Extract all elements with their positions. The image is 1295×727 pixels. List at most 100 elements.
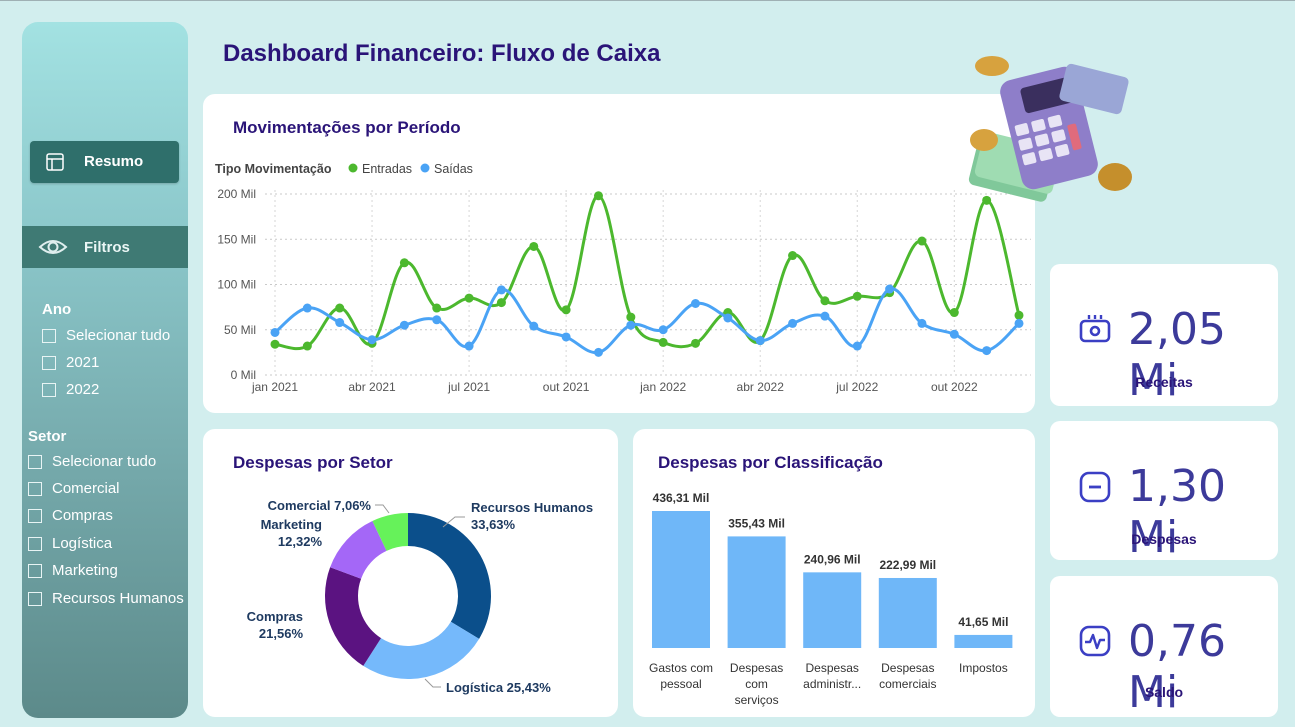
setor-option-logistica[interactable]: Logística <box>28 535 112 552</box>
data-point-entradas[interactable] <box>593 191 603 201</box>
eye-icon <box>38 240 68 254</box>
legend-saidas-marker <box>420 163 430 173</box>
filtros-button[interactable]: Filtros <box>22 226 188 268</box>
resumo-button[interactable]: Resumo <box>30 141 179 183</box>
data-point-saidas[interactable] <box>270 327 280 337</box>
data-point-entradas[interactable] <box>658 337 668 347</box>
donut-label: 12,32% <box>278 534 323 549</box>
data-point-entradas[interactable] <box>464 293 474 303</box>
series-line-entradas[interactable] <box>274 194 1021 351</box>
data-point-entradas[interactable] <box>335 303 345 313</box>
data-point-entradas[interactable] <box>626 312 636 322</box>
data-point-entradas[interactable] <box>788 251 798 261</box>
donut-chart-title: Despesas por Setor <box>233 453 393 472</box>
data-point-saidas[interactable] <box>496 285 506 295</box>
bar-category-label: Despesas <box>881 661 934 675</box>
option-label: Comercial <box>52 480 120 497</box>
bar-category-label: administr... <box>803 677 861 691</box>
data-point-saidas[interactable] <box>626 320 636 330</box>
checkbox[interactable] <box>42 328 56 343</box>
checkbox[interactable] <box>28 591 42 606</box>
checkbox[interactable] <box>28 481 42 496</box>
bar[interactable] <box>954 634 1013 648</box>
donut-label: Marketing <box>261 517 322 532</box>
data-point-entradas[interactable] <box>561 305 571 315</box>
data-point-saidas[interactable] <box>658 325 668 335</box>
y-tick-label: 200 Mil <box>217 187 256 201</box>
donut-slice[interactable] <box>372 513 408 551</box>
option-label: Selecionar tudo <box>52 453 157 470</box>
checkbox[interactable] <box>28 454 42 469</box>
setor-option-marketing[interactable]: Marketing <box>28 562 118 579</box>
data-point-entradas[interactable] <box>432 303 442 313</box>
data-point-saidas[interactable] <box>982 346 992 356</box>
data-point-saidas[interactable] <box>367 335 377 345</box>
checkbox[interactable] <box>42 355 56 370</box>
data-point-saidas[interactable] <box>464 341 474 351</box>
data-point-entradas[interactable] <box>691 338 701 348</box>
data-point-saidas[interactable] <box>852 341 862 351</box>
bar[interactable] <box>878 577 937 648</box>
setor-option-recursos-humanos[interactable]: Recursos Humanos <box>28 590 184 607</box>
data-point-saidas[interactable] <box>1014 318 1024 328</box>
data-point-entradas[interactable] <box>852 291 862 301</box>
series-line-saidas[interactable] <box>274 287 1021 355</box>
data-point-saidas[interactable] <box>593 347 603 357</box>
kpi-despesas-label: Despesas <box>1131 531 1197 547</box>
bar[interactable] <box>652 511 710 648</box>
data-point-saidas[interactable] <box>917 318 927 328</box>
bar-category-label: com <box>745 677 768 691</box>
bar-category-label: Despesas <box>806 661 859 675</box>
donut-slice[interactable] <box>408 513 492 639</box>
donut-slice[interactable] <box>330 521 387 579</box>
ano-option-2022[interactable]: 2022 <box>42 381 99 398</box>
data-point-saidas[interactable] <box>432 315 442 325</box>
legend-saidas-label[interactable]: Saídas <box>434 162 473 176</box>
data-point-saidas[interactable] <box>820 311 830 321</box>
data-point-saidas[interactable] <box>399 320 409 330</box>
data-point-saidas[interactable] <box>529 321 539 331</box>
resumo-label: Resumo <box>84 153 144 170</box>
data-point-saidas[interactable] <box>949 329 959 339</box>
ano-option-select-all[interactable]: Selecionar tudo <box>42 327 170 344</box>
donut-slice[interactable] <box>363 621 480 679</box>
checkbox[interactable] <box>28 508 42 523</box>
data-point-saidas[interactable] <box>335 318 345 328</box>
donut-slice[interactable] <box>325 567 382 666</box>
ano-option-2021[interactable]: 2021 <box>42 354 99 371</box>
data-point-saidas[interactable] <box>723 313 733 323</box>
data-point-entradas[interactable] <box>982 195 992 205</box>
data-point-saidas[interactable] <box>885 284 895 294</box>
data-point-saidas[interactable] <box>302 303 312 313</box>
bar-category-label: Impostos <box>959 661 1008 675</box>
bar-value-label: 355,43 Mil <box>728 516 785 530</box>
bar[interactable] <box>803 572 862 648</box>
bar-category-label: pessoal <box>660 677 701 691</box>
data-point-entradas[interactable] <box>496 298 506 308</box>
data-point-entradas[interactable] <box>949 308 959 318</box>
checkbox[interactable] <box>42 382 56 397</box>
bar[interactable] <box>727 536 786 648</box>
data-point-entradas[interactable] <box>302 341 312 351</box>
leader-line <box>442 516 465 528</box>
data-point-saidas[interactable] <box>755 336 765 346</box>
setor-option-comercial[interactable]: Comercial <box>28 480 120 497</box>
setor-option-select-all[interactable]: Selecionar tudo <box>28 453 156 470</box>
data-point-saidas[interactable] <box>561 332 571 342</box>
data-point-entradas[interactable] <box>399 258 409 268</box>
legend-entradas-label[interactable]: Entradas <box>362 162 412 176</box>
data-point-saidas[interactable] <box>691 299 701 309</box>
data-point-saidas[interactable] <box>788 318 798 328</box>
data-point-entradas[interactable] <box>917 236 927 246</box>
y-tick-label: 50 Mil <box>224 323 256 337</box>
data-point-entradas[interactable] <box>270 339 280 349</box>
data-point-entradas[interactable] <box>529 241 539 251</box>
setor-option-compras[interactable]: Compras <box>28 507 113 524</box>
checkbox[interactable] <box>28 563 42 578</box>
kpi-receitas-card: 2,05 Mi Receitas <box>1050 264 1278 406</box>
data-point-entradas[interactable] <box>1014 310 1024 320</box>
checkbox[interactable] <box>28 536 42 551</box>
donut-label: 33,63% <box>471 517 516 532</box>
data-point-entradas[interactable] <box>820 296 830 306</box>
donut-chart: Recursos Humanos 33,63% Logística 25,43% Co… <box>247 498 593 695</box>
